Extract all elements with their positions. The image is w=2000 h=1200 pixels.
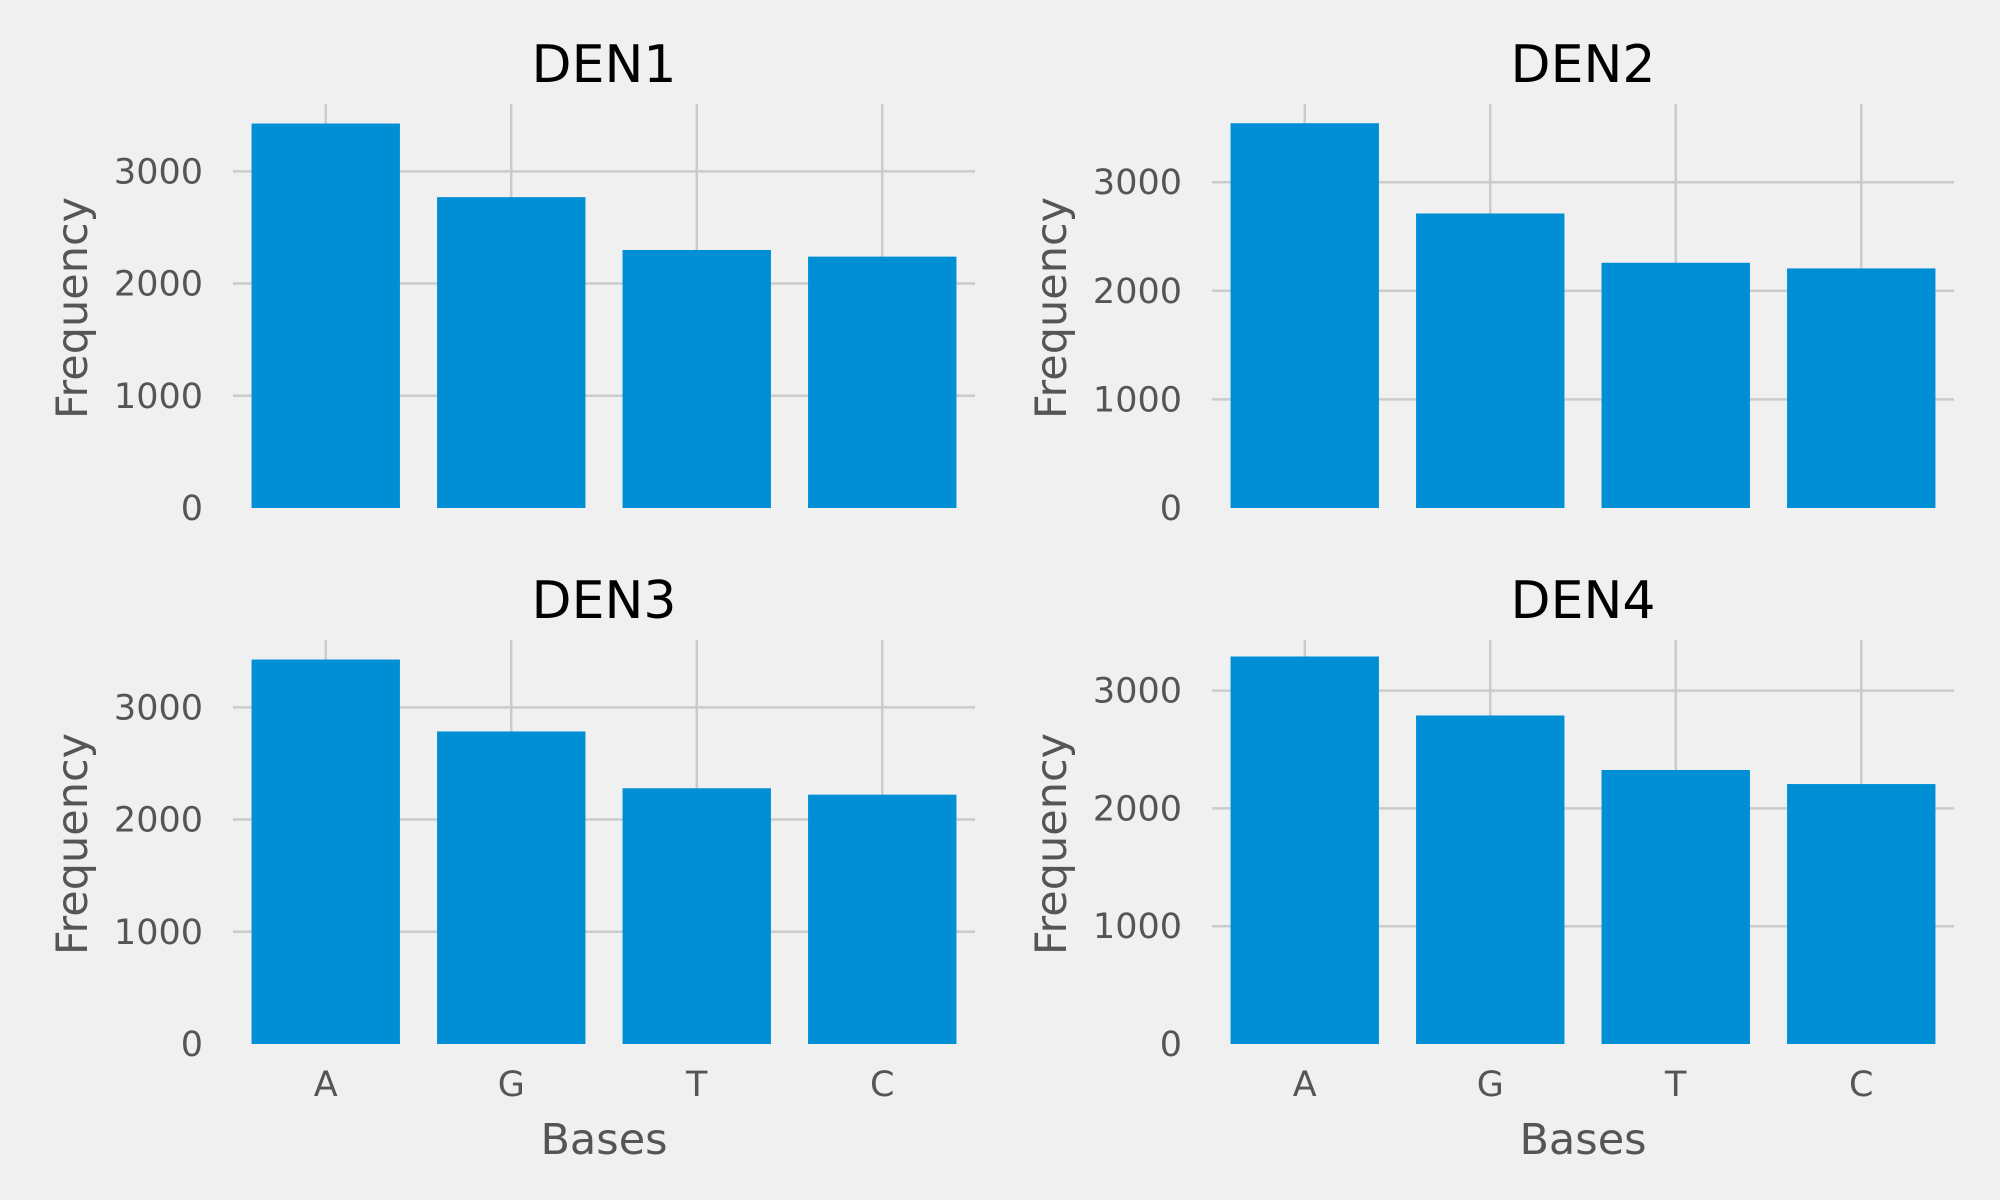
y-tick-label: 3000 — [114, 152, 203, 192]
bar-g — [437, 197, 586, 508]
bar-c — [1787, 268, 1936, 508]
bar-a — [251, 659, 400, 1044]
x-tick-label: T — [685, 1065, 708, 1105]
y-tick-label: 3000 — [114, 688, 203, 728]
bar-t — [1601, 770, 1750, 1044]
y-tick-label: 0 — [1160, 489, 1182, 529]
x-tick-label: C — [870, 1065, 894, 1105]
y-tick-label: 1000 — [114, 377, 203, 417]
bar-g — [1416, 213, 1565, 509]
y-axis-label: Frequency — [48, 197, 98, 419]
bar-g — [437, 731, 586, 1044]
bar-c — [1787, 784, 1936, 1044]
y-tick-label: 2000 — [1093, 789, 1182, 829]
x-tick-label: T — [1664, 1065, 1687, 1105]
bar-t — [622, 250, 771, 509]
panel-den4: 0 1000 2000 3000 A G T C DEN4 Frequency Bases — [1027, 571, 1954, 1165]
y-axis-label: Frequency — [1027, 733, 1077, 955]
x-tick-label: G — [1477, 1065, 1504, 1105]
bar-c — [808, 794, 957, 1044]
y-axis-label: Frequency — [48, 733, 98, 955]
y-tick-label: 2000 — [1093, 272, 1182, 312]
y-axis-label: Frequency — [1027, 197, 1077, 419]
bar-g — [1416, 715, 1565, 1044]
bar-t — [622, 788, 771, 1044]
x-axis-label: Bases — [540, 1115, 667, 1165]
x-tick-label: C — [1849, 1065, 1873, 1105]
x-tick-label: A — [314, 1065, 338, 1105]
y-tick-label: 0 — [1160, 1025, 1182, 1065]
x-tick-label: G — [498, 1065, 525, 1105]
chart-title: DEN3 — [532, 571, 677, 631]
panel-den1: 0 1000 2000 3000 DEN1 Frequency — [48, 35, 975, 529]
y-tick-label: 1000 — [114, 913, 203, 953]
y-tick-label: 1000 — [1093, 907, 1182, 947]
chart-title: DEN2 — [1511, 35, 1656, 95]
y-tick-label: 1000 — [1093, 380, 1182, 420]
bar-a — [251, 123, 400, 508]
bar-a — [1230, 656, 1379, 1044]
y-tick-label: 2000 — [114, 801, 203, 841]
y-tick-label: 3000 — [1093, 672, 1182, 712]
panel-den3: 0 1000 2000 3000 A G T C DEN3 Frequency Bases — [48, 571, 975, 1165]
y-tick-label: 2000 — [114, 265, 203, 305]
y-tick-label: 3000 — [1093, 163, 1182, 203]
panel-den2: 0 1000 2000 3000 DEN2 Frequency — [1027, 35, 1954, 529]
y-tick-label: 0 — [181, 489, 203, 529]
chart-title: DEN1 — [532, 35, 677, 95]
x-axis-label: Bases — [1519, 1115, 1646, 1165]
chart-title: DEN4 — [1511, 571, 1656, 631]
x-tick-label: A — [1293, 1065, 1317, 1105]
bar-c — [808, 256, 957, 508]
bar-a — [1230, 123, 1379, 508]
y-tick-label: 0 — [181, 1025, 203, 1065]
bar-t — [1601, 262, 1750, 508]
